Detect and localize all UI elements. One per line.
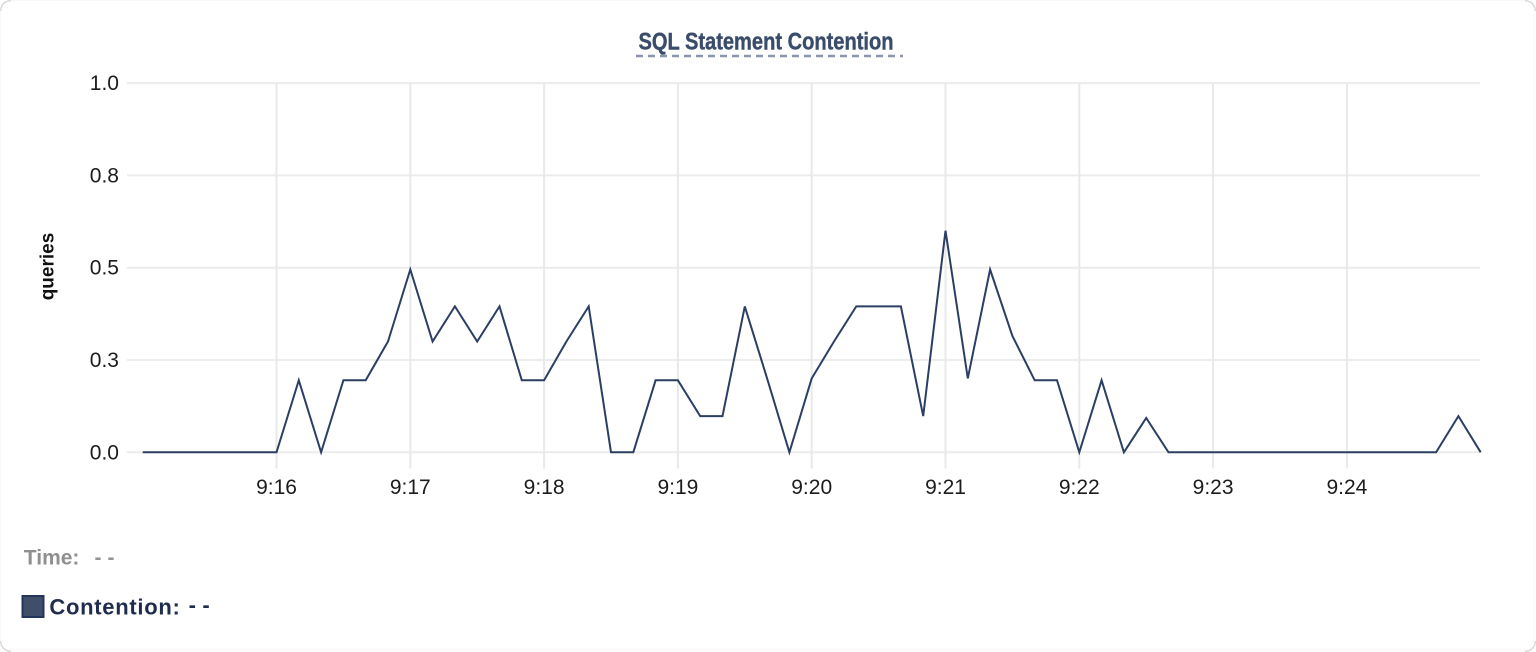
svg-text:9:20: 9:20 [791, 476, 832, 499]
svg-text:9:21: 9:21 [925, 476, 966, 499]
svg-text:0.3: 0.3 [90, 349, 119, 372]
svg-text:9:24: 9:24 [1326, 476, 1367, 499]
svg-text:Contention:: Contention: [49, 595, 180, 620]
svg-text:0.8: 0.8 [90, 164, 119, 187]
svg-text:9:23: 9:23 [1193, 476, 1234, 499]
svg-text:--: -- [189, 593, 217, 618]
svg-text:1.0: 1.0 [90, 72, 119, 95]
svg-text:0.0: 0.0 [90, 441, 119, 464]
svg-text:queries: queries [38, 233, 59, 301]
svg-text:9:18: 9:18 [524, 476, 565, 499]
svg-text:9:17: 9:17 [390, 476, 431, 499]
svg-text:0.5: 0.5 [90, 257, 119, 280]
svg-text:--: -- [95, 546, 121, 569]
svg-text:SQL Statement Contention: SQL Statement Contention [639, 29, 894, 56]
svg-text:9:22: 9:22 [1059, 476, 1100, 499]
svg-text:Time:: Time: [24, 546, 80, 569]
svg-text:9:19: 9:19 [657, 476, 698, 499]
svg-text:9:16: 9:16 [256, 476, 297, 499]
